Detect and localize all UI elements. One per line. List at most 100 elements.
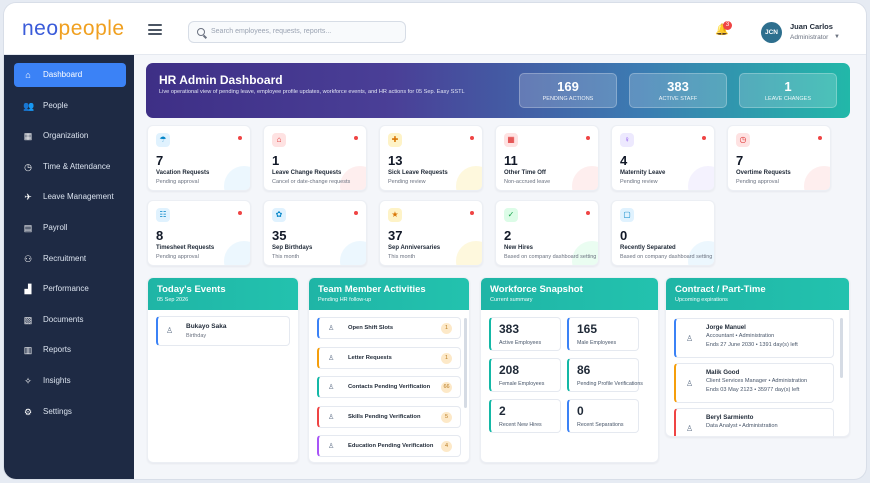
activity-item[interactable]: ♙ Open Shift Slots 1 xyxy=(317,317,461,339)
alert-dot xyxy=(586,211,590,215)
maternity-icon: ♀ xyxy=(620,133,634,147)
avatar[interactable]: JCN xyxy=(761,22,782,43)
activity-count: 5 xyxy=(441,411,452,423)
person-icon: ♙ xyxy=(328,354,335,362)
sidebar-item-label: Time & Attendance xyxy=(43,161,111,171)
card-decoration xyxy=(224,241,250,265)
chevron-down-icon[interactable]: ▼ xyxy=(834,34,840,40)
reports-icon: ▥ xyxy=(23,345,33,356)
menu-toggle-icon[interactable] xyxy=(148,24,162,35)
metric-card[interactable]: ▦ 11 Other Time Off Non-accrued leave xyxy=(495,125,599,191)
activity-label: Open Shift Slots xyxy=(348,325,394,331)
activity-item[interactable]: ♙ Contacts Pending Verification 66 xyxy=(317,376,461,398)
bell-icon[interactable]: 🔔 xyxy=(715,24,729,36)
metric-name: Recently Separated xyxy=(620,245,676,251)
contract-role: Client Services Manager • Administration xyxy=(706,378,808,384)
activity-item[interactable]: ♙ Skills Pending Verification 5 xyxy=(317,405,461,428)
contract-item[interactable]: ♙ Beryl Sarmiento Data Analyst • Administr… xyxy=(674,408,834,436)
gear-icon: ⚙ xyxy=(23,406,33,417)
metric-subtitle: Pending approval xyxy=(156,254,199,260)
anniversary-icon: ★ xyxy=(388,208,402,222)
metric-card[interactable]: ★ 37 Sep Anniversaries This month xyxy=(379,200,483,266)
alert-dot xyxy=(470,136,474,140)
activity-item[interactable]: ♙ Education Pending Verification 4 xyxy=(317,435,461,457)
metric-subtitle: Based on company dashboard setting xyxy=(504,254,597,260)
metric-card[interactable]: ♀ 4 Maternity Leave Pending review xyxy=(611,125,715,191)
metric-card[interactable]: ◷ 7 Overtime Requests Pending approval xyxy=(727,125,831,191)
sidebar-item-recruitment[interactable]: ⚇ Recruitment xyxy=(14,247,126,271)
activity-item[interactable]: ♙ Letter Requests 1 xyxy=(317,346,461,369)
sidebar-item-insights[interactable]: ✧ Insights xyxy=(14,369,126,393)
metric-subtitle: Cancel or date-change requests xyxy=(272,179,351,185)
metric-subtitle: This month xyxy=(388,254,416,260)
sidebar-item-label: Documents xyxy=(43,314,84,324)
scrollbar[interactable] xyxy=(840,318,843,378)
workforce-stat: 2 Recent New Hires xyxy=(489,399,561,433)
sidebar-item-performance[interactable]: ▟ Performance xyxy=(14,277,126,301)
person-icon: ♙ xyxy=(686,334,694,343)
card-decoration xyxy=(340,241,366,265)
sidebar-item-label: People xyxy=(43,100,68,110)
event-item[interactable]: ♙ Bukayo Saka Birthday xyxy=(156,316,290,346)
metric-value: 1 xyxy=(272,153,280,168)
page-title: HR Admin Dashboard xyxy=(159,73,283,87)
metric-name: New Hires xyxy=(504,245,534,251)
sidebar-item-time-attendance[interactable]: ◷ Time & Attendance xyxy=(14,155,126,179)
workforce-stat: 383 Active Employees xyxy=(489,317,561,351)
contract-item[interactable]: ♙ Jorge Manuel Accountant • Administration… xyxy=(674,318,834,358)
search-input[interactable]: Search employees, requests, reports... xyxy=(188,21,406,43)
metric-value: 4 xyxy=(620,153,628,168)
sidebar-item-dashboard[interactable]: ⌂ Dashboard xyxy=(14,63,126,87)
clock-icon: ◷ xyxy=(24,161,32,172)
workforce-stat: 0 Recent Separations xyxy=(567,399,639,433)
event-name: Bukayo Saka xyxy=(186,323,227,330)
metric-value: 0 xyxy=(620,228,628,243)
metric-value: 2 xyxy=(504,228,512,243)
new-hire-icon: ✓ xyxy=(504,208,518,222)
metric-card[interactable]: ▢ 0 Recently Separated Based on company das… xyxy=(611,200,715,266)
activity-count: 1 xyxy=(441,323,452,334)
top-header: neopeople Search employees, requests, re… xyxy=(4,3,866,55)
stat-value: 383 xyxy=(499,322,520,336)
sidebar-item-settings[interactable]: ⚙ Settings xyxy=(14,400,126,424)
search-placeholder: Search employees, requests, reports... xyxy=(211,28,332,35)
sidebar-item-payroll[interactable]: ▤ Payroll xyxy=(14,216,126,240)
activity-count: 1 xyxy=(441,352,452,364)
app-logo[interactable]: neopeople xyxy=(22,17,125,40)
workforce-snapshot-panel: Workforce Snapshot Current summary 383 Act… xyxy=(480,277,659,463)
scrollbar[interactable] xyxy=(464,318,467,408)
contract-item[interactable]: ♙ Malik Good Client Services Manager • Adm… xyxy=(674,363,834,403)
alert-dot xyxy=(818,136,822,140)
metric-name: Leave Change Requests xyxy=(272,170,342,176)
home-change-icon: ⌂ xyxy=(272,133,286,147)
sidebar-item-documents[interactable]: ▧ Documents xyxy=(14,308,126,332)
sidebar-item-leave-management[interactable]: ✈ Leave Management xyxy=(14,185,126,209)
umbrella-icon: ☂ xyxy=(156,133,170,147)
metric-card[interactable]: ⌂ 1 Leave Change Requests Cancel or date-ch… xyxy=(263,125,367,191)
person-icon: ♙ xyxy=(328,325,335,332)
panel-title: Today's Events xyxy=(157,284,226,295)
metric-card[interactable]: ☷ 8 Timesheet Requests Pending approval xyxy=(147,200,251,266)
person-icon: ♙ xyxy=(686,379,694,388)
metric-name: Sick Leave Requests xyxy=(388,170,448,176)
leave-icon: ✈ xyxy=(24,192,32,203)
document-icon: ▧ xyxy=(23,314,33,325)
contract-role: Accountant • Administration xyxy=(706,333,775,339)
stat-value: 86 xyxy=(577,363,591,377)
sidebar-item-people[interactable]: 👥 People xyxy=(14,94,126,118)
person-icon: ♙ xyxy=(328,384,335,391)
alert-dot xyxy=(702,136,706,140)
payroll-icon: ▤ xyxy=(23,223,33,233)
sidebar-item-reports[interactable]: ▥ Reports xyxy=(14,338,126,362)
metric-card[interactable]: ✓ 2 New Hires Based on company dashboard se… xyxy=(495,200,599,266)
user-name[interactable]: Juan Carlos xyxy=(790,22,833,31)
sidebar-item-organization[interactable]: ▦ Organization xyxy=(14,124,126,148)
stat-label: Active Employees xyxy=(499,340,542,346)
org-icon: ▦ xyxy=(23,131,33,142)
user-role: Administrator xyxy=(790,34,829,41)
alert-dot xyxy=(470,211,474,215)
metric-card[interactable]: ✿ 35 Sep Birthdays This month xyxy=(263,200,367,266)
metric-card[interactable]: ☂ 7 Vacation Requests Pending approval xyxy=(147,125,251,191)
panel-subtitle: Upcoming expirations xyxy=(675,297,728,303)
metric-card[interactable]: ✚ 13 Sick Leave Requests Pending review xyxy=(379,125,483,191)
